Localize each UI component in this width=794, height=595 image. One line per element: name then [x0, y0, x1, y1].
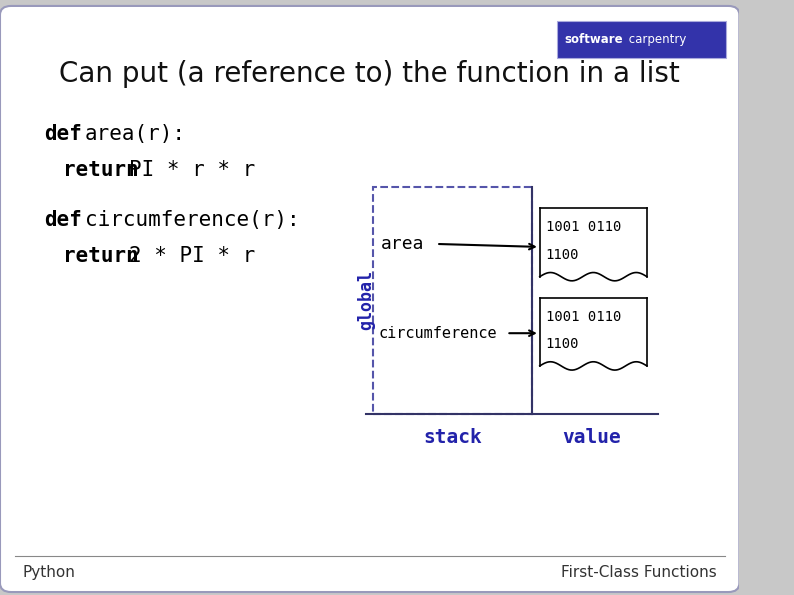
Text: Can put (a reference to) the function in a list: Can put (a reference to) the function in…: [59, 60, 680, 89]
Text: def: def: [44, 210, 83, 230]
Bar: [540, 208, 647, 277]
Text: circumference(r):: circumference(r):: [85, 210, 299, 230]
Text: global: global: [357, 271, 375, 330]
Text: 1001 0110: 1001 0110: [545, 220, 621, 234]
Text: value: value: [562, 428, 621, 447]
Text: area(r):: area(r):: [85, 124, 186, 144]
Text: PI * r * r: PI * r * r: [129, 159, 256, 180]
Text: software: software: [565, 33, 622, 46]
Text: 2 * PI * r: 2 * PI * r: [129, 246, 256, 266]
Text: area: area: [381, 235, 424, 253]
Bar: [540, 298, 647, 366]
Bar: [373, 187, 532, 414]
Text: return: return: [63, 246, 139, 266]
Text: stack: stack: [423, 428, 482, 447]
FancyBboxPatch shape: [557, 21, 726, 58]
FancyBboxPatch shape: [0, 6, 739, 592]
Text: circumference: circumference: [379, 325, 497, 341]
Text: First-Class Functions: First-Class Functions: [561, 565, 717, 580]
Text: carpentry: carpentry: [625, 33, 686, 46]
Text: 1100: 1100: [545, 248, 579, 262]
Text: return: return: [63, 159, 139, 180]
Text: 1100: 1100: [545, 337, 579, 351]
Text: Python: Python: [22, 565, 75, 580]
Text: 1001 0110: 1001 0110: [545, 309, 621, 324]
Text: def: def: [44, 124, 83, 144]
